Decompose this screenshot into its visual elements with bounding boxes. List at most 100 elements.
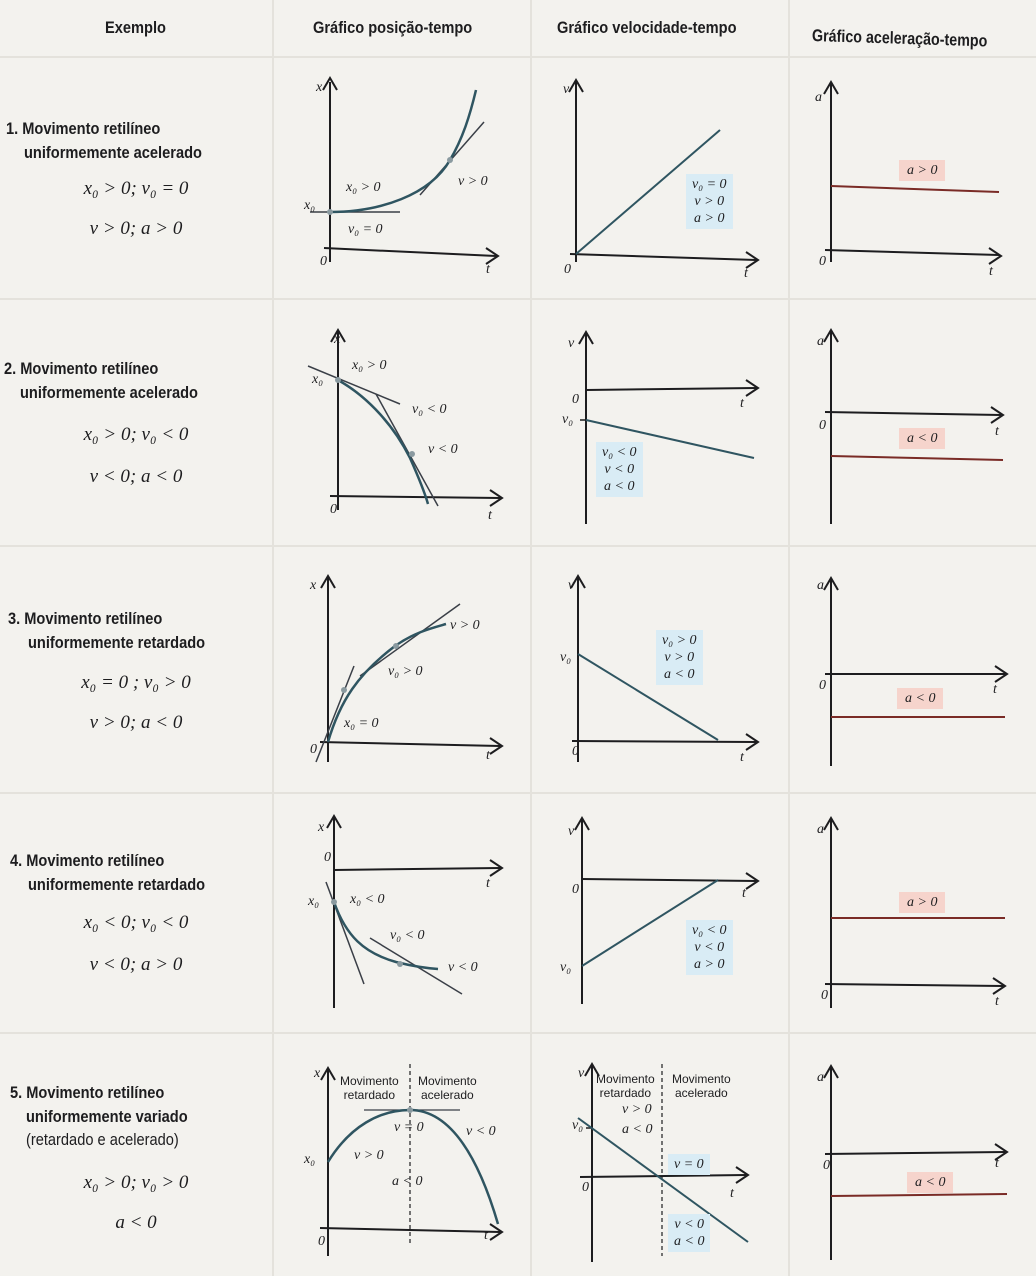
axis-label-v: v [578,1066,585,1081]
axis-label-t: t [742,886,746,901]
acceleration-info-box: a > 0 [899,892,946,913]
example-title: uniformemente retardado [28,875,206,894]
example-formula: v > 0; a > 0 [89,218,183,239]
acceleration-graph-svg [823,80,1003,265]
arrow-icon [745,251,760,269]
axis-label-a: a [817,334,824,349]
position-label: v < 0 [428,442,458,457]
arrow-icon [994,1143,1009,1161]
example-formula: v > 0; a < 0 [89,712,183,733]
position-label: v₀ > 0 [388,664,423,679]
axis-label-t: t [730,1186,734,1201]
position-graph-svg [310,76,500,265]
row-divider [0,56,1036,58]
arrow-icon [578,330,594,345]
origin-label: 0 [582,1180,589,1195]
x-axis [319,741,501,747]
header-velocity-graph: Gráfico velocidade-tempo [557,18,737,37]
velocity-graph-svg [574,816,760,1004]
phase-label: Movimento [672,1072,731,1086]
x-axis [569,253,757,261]
arrow-icon [584,1062,600,1077]
axis-label-x: x [318,820,325,835]
acceleration-graph-5: a 0 t a < 0 [815,1056,1025,1266]
table-header: Exemplo Gráfico posição-tempo Gráfico ve… [0,0,1036,56]
acceleration-info-box: a > 0 [899,160,946,181]
acceleration-info-box: a < 0 [897,688,944,709]
x-axis [581,878,757,882]
velocity-graph-1: v 0 t v₀ = 0 v > 0 a > 0 [560,70,770,281]
velocity-info-box: v₀ < 0 v < 0 a < 0 [596,442,643,497]
tangent-line [315,665,355,763]
position-curve [332,901,439,971]
position-label: v > 0 [354,1148,384,1163]
axis-label-x: x [334,332,341,347]
zero-label: 0 [823,1158,830,1173]
position-curve [326,622,447,743]
phase-label: acelerado [674,1086,728,1100]
point-marker [397,961,403,967]
velocity-graph-4: v 0 v₀ t v₀ < 0 v < 0 a > 0 [560,808,770,1018]
axis-label-v: v [563,82,570,97]
position-graph-svg [319,1064,504,1256]
zero-label: 0 [572,392,579,407]
velocity-info: v > 0 [694,194,725,209]
zero-label: 0 [324,850,331,865]
velocity-line [577,1117,749,1243]
axis-label-v: v [568,578,575,593]
acceleration-line [830,1193,1008,1197]
point-marker [335,377,341,383]
phase-label-retarded: Movimento retardado [596,1072,655,1100]
velocity-graph-3: v v₀ 0 t v₀ > 0 v > 0 a < 0 [560,566,770,776]
arrow-icon [489,489,504,507]
velocity-line [585,419,755,459]
x0-label: x₀ [304,1152,316,1167]
velocity-label: v > 0 [622,1102,652,1117]
position-graph-3: x 0 t v > 0 v₀ > 0 x₀ = 0 [300,566,510,776]
position-label: x₀ = 0 [344,716,379,731]
x-axis [323,247,497,257]
point-marker [327,209,333,215]
velocity-info: v₀ < 0 [602,445,637,460]
zero-label: 0 [819,418,826,433]
example-title: uniformemente variado [26,1107,188,1126]
x-axis [824,983,1004,987]
position-graph-5: x x₀ 0 t Movimento retardado Movimento a… [300,1056,510,1266]
example-title: 5. Movimento retilíneo [10,1083,165,1102]
example-title: uniformemente acelerado [24,143,202,162]
position-graph-svg [307,328,504,510]
arrow-icon [489,859,504,877]
x-axis [824,1151,1006,1155]
example-formula: x₀ > 0; v₀ < 0 [83,424,189,445]
origin-label: 0 [572,744,579,759]
axis-label-a: a [817,822,824,837]
position-label: v = 0 [394,1120,424,1135]
arrow-icon [489,737,504,755]
axis-label-t: t [744,266,748,281]
arrow-icon [823,1064,839,1079]
x0-label: x₀ [312,372,324,387]
arrow-icon [735,1166,750,1184]
velocity-line [577,653,719,741]
example-title: uniformemente retardado [28,633,206,652]
acceleration-graph-3: a 0 t a < 0 [815,566,1025,776]
point-marker [331,899,337,905]
example-formula: x₀ = 0 ; v₀ > 0 [81,672,191,693]
axis-label-t: t [995,994,999,1009]
arrow-icon [489,1223,504,1241]
row-divider [0,1032,1036,1034]
phase-label-retarded: Movimento retardado [340,1074,399,1102]
x0-label: x₀ [308,894,320,909]
example-title: 4. Movimento retilíneo [10,851,165,870]
position-label: v > 0 [450,618,480,633]
arrow-icon [574,816,590,831]
position-graph-4: x 0 x₀ t x₀ < 0 v₀ < 0 v < 0 [300,808,510,1018]
axis-label-t: t [995,424,999,439]
velocity-info: v < 0 [694,940,725,955]
axis-label-a: a [817,578,824,593]
x-axis [333,867,501,871]
acceleration-info-box: a < 0 [899,428,946,449]
axis-label-x: x [316,80,323,95]
velocity-info-box: v₀ < 0 v < 0 a > 0 [686,920,733,975]
position-graph-1: x x₀ 0 t x₀ > 0 v > 0 v₀ = 0 [300,70,510,280]
